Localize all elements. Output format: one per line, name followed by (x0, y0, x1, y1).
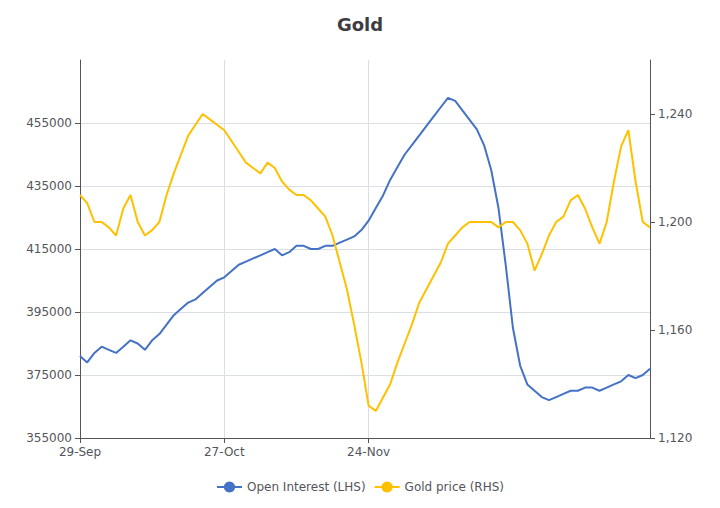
svg-text:375000: 375000 (26, 368, 72, 382)
svg-text:Open Interest (LHS): Open Interest (LHS) (247, 480, 366, 494)
svg-text:27-Oct: 27-Oct (204, 445, 245, 459)
svg-text:Gold price (RHS): Gold price (RHS) (405, 480, 504, 494)
svg-text:24-Nov: 24-Nov (347, 445, 390, 459)
svg-text:Gold: Gold (337, 14, 383, 35)
svg-text:1,200: 1,200 (658, 215, 692, 229)
svg-text:395000: 395000 (26, 305, 72, 319)
svg-text:29-Sep: 29-Sep (59, 445, 101, 459)
svg-text:355000: 355000 (26, 431, 72, 445)
svg-text:415000: 415000 (26, 242, 72, 256)
svg-text:455000: 455000 (26, 116, 72, 130)
svg-text:1,240: 1,240 (658, 107, 692, 121)
svg-text:1,120: 1,120 (658, 431, 692, 445)
svg-text:435000: 435000 (26, 179, 72, 193)
svg-text:1,160: 1,160 (658, 323, 692, 337)
